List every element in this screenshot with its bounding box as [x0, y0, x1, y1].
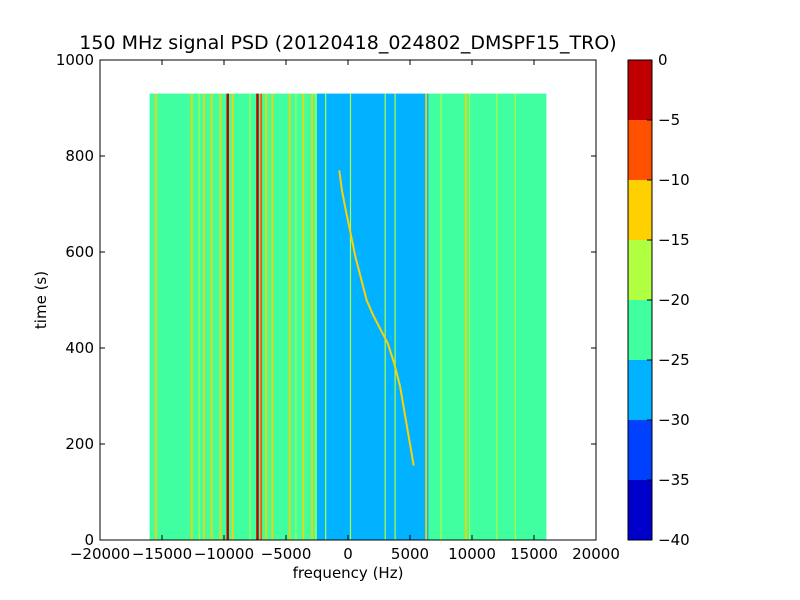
colorbar-band-4 — [628, 240, 652, 300]
y-tick-label: 600 — [65, 243, 94, 261]
x-tick-label: 20000 — [572, 545, 620, 563]
colorbar-band-3 — [628, 300, 652, 360]
x-tick-label: 15000 — [510, 545, 558, 563]
colorbar-bands — [628, 60, 652, 540]
psd-doppler-trace — [338, 170, 415, 466]
x-tick-label: 0 — [343, 545, 353, 563]
colorbar-band-7 — [628, 60, 652, 120]
y-tick-label: 0 — [84, 531, 94, 549]
colorbar-tick-label: −40 — [658, 531, 690, 549]
psd-background — [149, 93, 547, 540]
colorbar-tick-label: −20 — [658, 291, 690, 309]
x-axis-ticks: −20000 −15000 −10000 −5000 0 5000 10000 15000 20… — [70, 60, 620, 563]
colorbar-tick-label: −30 — [658, 411, 690, 429]
colorbar-band-2 — [628, 360, 652, 420]
y-tick-label: 1000 — [56, 51, 94, 69]
colorbar-tick-label: −10 — [658, 171, 690, 189]
x-tick-label: −20000 — [70, 545, 130, 563]
x-tick-label: −5000 — [261, 545, 312, 563]
chart-title: 150 MHz signal PSD (20120418_024802_DMSP… — [79, 32, 616, 54]
psd-region-1 — [317, 93, 429, 540]
colorbar-band-0 — [628, 480, 652, 540]
colorbar-tick-label: −5 — [658, 111, 680, 129]
colorbar-ticks: −40 −35 −30 −25 −20 −15 −10 −5 0 — [647, 51, 690, 549]
x-tick-label: −10000 — [194, 545, 254, 563]
y-axis-label: time (s) — [32, 271, 50, 329]
colorbar-tick-label: −25 — [658, 351, 690, 369]
x-tick-label: 5000 — [391, 545, 429, 563]
plot-area: −20000 −15000 −10000 −5000 0 5000 10000 15000 20… — [56, 51, 620, 563]
colorbar-band-5 — [628, 180, 652, 240]
psd-spectral-lines — [154, 93, 517, 540]
colorbar-tick-label: 0 — [658, 51, 668, 69]
colorbar-band-1 — [628, 420, 652, 480]
x-tick-label: 10000 — [448, 545, 496, 563]
x-axis-label: frequency (Hz) — [293, 564, 404, 582]
psd-region-2 — [428, 93, 547, 540]
colorbar-band-6 — [628, 120, 652, 180]
y-tick-label: 400 — [65, 339, 94, 357]
colorbar-tick-label: −15 — [658, 231, 690, 249]
y-tick-label: 800 — [65, 147, 94, 165]
colorbar-tick-label: −35 — [658, 471, 690, 489]
y-tick-label: 200 — [65, 435, 94, 453]
doppler-trace-line — [338, 170, 415, 466]
x-tick-label: −15000 — [132, 545, 192, 563]
colorbar: −40 −35 −30 −25 −20 −15 −10 −5 0 — [627, 51, 690, 549]
y-axis-ticks: 0 200 400 600 800 1000 — [56, 51, 596, 549]
